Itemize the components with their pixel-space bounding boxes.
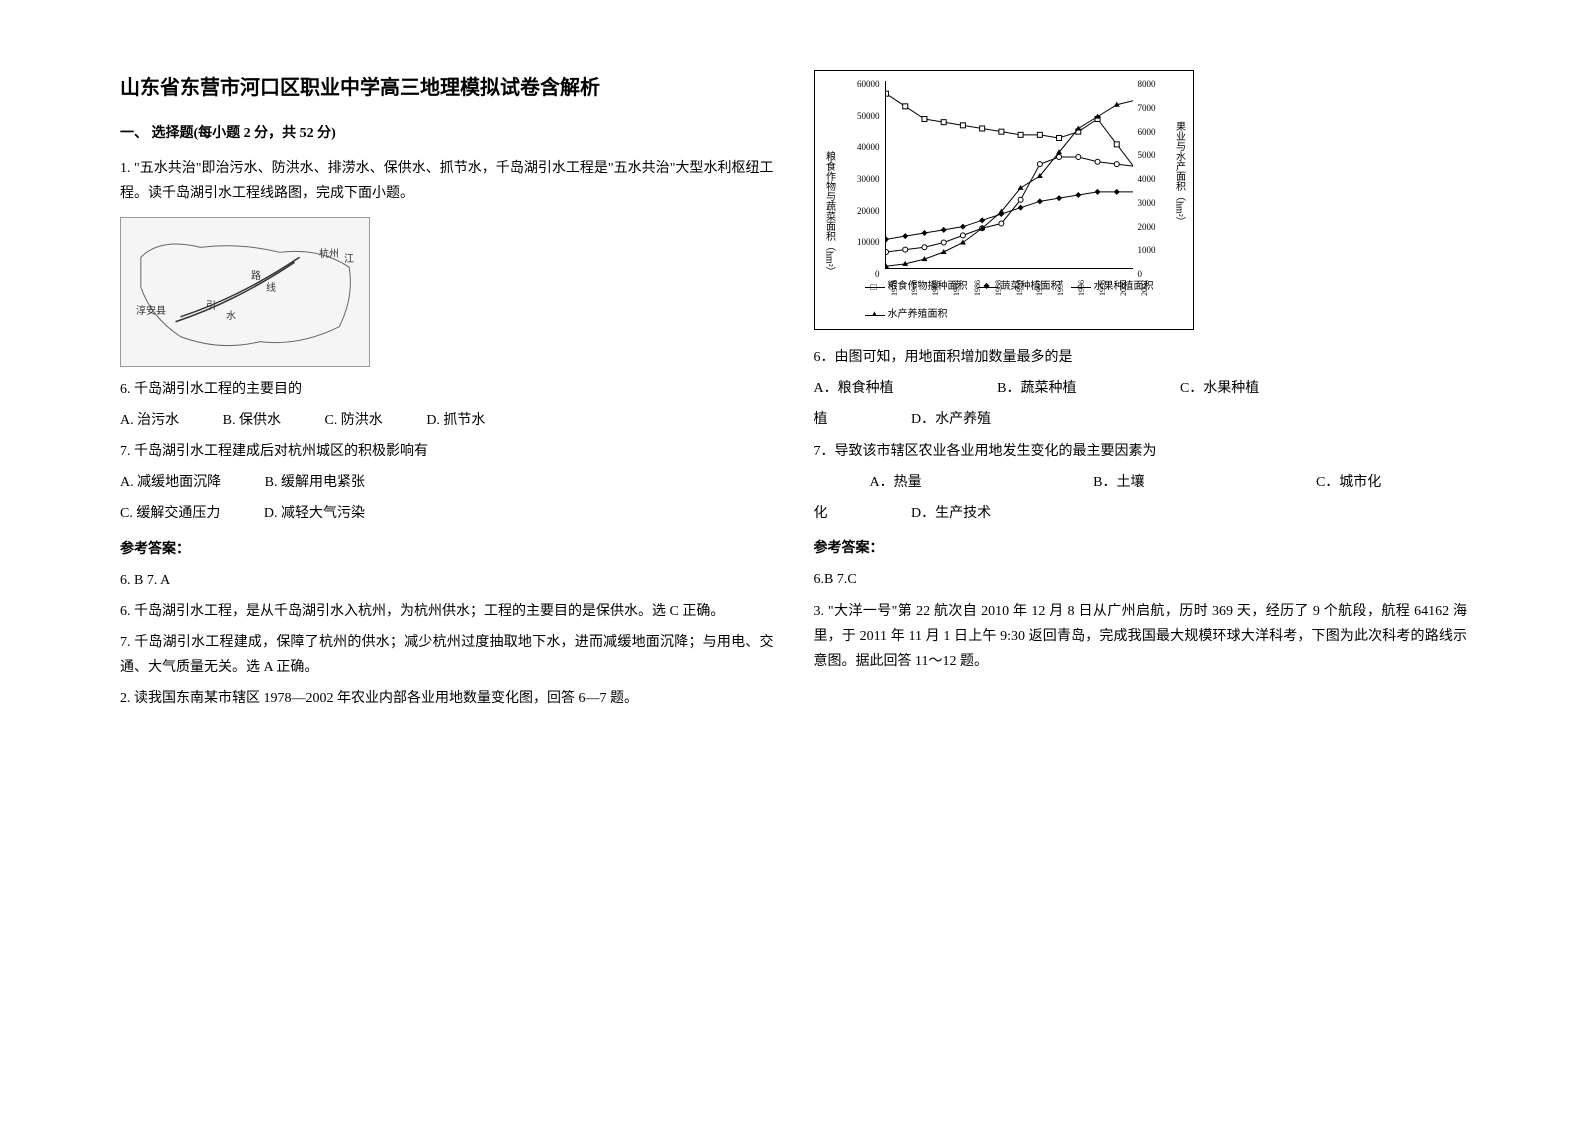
question-7: 7. 千岛湖引水工程建成后对杭州城区的积极影响有 bbox=[120, 439, 774, 464]
map-label-yin: 引 bbox=[206, 298, 216, 316]
map-label-chunan: 淳安县 bbox=[136, 303, 166, 321]
chart-figure: 粮食作物与蔬菜面积（hm²） 果业与水产面积（hm²） 010000200003… bbox=[814, 70, 1194, 330]
map-label-hangzhou: 杭州 bbox=[319, 246, 339, 264]
option-7d: D. 减轻大气污染 bbox=[264, 501, 365, 526]
answer-2: 6.B 7.C bbox=[814, 567, 1468, 592]
question-7b-options: A．热量 B．土壤 C．城市化 bbox=[814, 470, 1468, 495]
answer-header-2: 参考答案： bbox=[814, 536, 1468, 561]
section-header: 一、 选择题(每小题 2 分，共 52 分) bbox=[120, 121, 774, 146]
legend-grain-label: 粮食作物播种面积 bbox=[888, 278, 968, 296]
square-marker-icon bbox=[865, 287, 885, 288]
question-6b: 6．由图可知，用地面积增加数量最多的是 bbox=[814, 345, 1468, 370]
question-3-intro: 3. "大洋一号"第 22 航次自 2010 年 12 月 8 日从广州启航，历… bbox=[814, 599, 1468, 675]
triangle-marker-icon bbox=[865, 315, 885, 316]
legend-grain: 粮食作物播种面积 bbox=[865, 278, 968, 296]
option-7bc: C．城市化 bbox=[1288, 470, 1381, 495]
right-column: 粮食作物与蔬菜面积（hm²） 果业与水产面积（hm²） 010000200003… bbox=[794, 70, 1488, 1052]
question-6b-options-row2: 植 D．水产养殖 bbox=[814, 407, 1468, 432]
question-6-options: A. 治污水 B. 保供水 C. 防洪水 D. 抓节水 bbox=[120, 408, 774, 433]
option-6ba: A．粮食种植 bbox=[814, 376, 894, 401]
map-label-jiang: 江 bbox=[344, 251, 354, 269]
question-7b: 7．导致该市辖区农业各业用地发生变化的最主要因素为 bbox=[814, 439, 1468, 464]
circle-marker-icon bbox=[1071, 287, 1091, 288]
option-7c: C. 缓解交通压力 bbox=[120, 501, 220, 526]
option-7bb: B．土壤 bbox=[1065, 470, 1144, 495]
option-6bb: B．蔬菜种植 bbox=[997, 376, 1076, 401]
question-7b-options-row2: 化 D．生产技术 bbox=[814, 501, 1468, 526]
diamond-marker-icon bbox=[978, 287, 998, 288]
map-label-xian: 线 bbox=[266, 280, 276, 298]
option-6d: D. 抓节水 bbox=[426, 408, 485, 433]
option-6b: B. 保供水 bbox=[223, 408, 281, 433]
left-column: 山东省东营市河口区职业中学高三地理模拟试卷含解析 一、 选择题(每小题 2 分，… bbox=[100, 70, 794, 1052]
y-axis-right-label: 果业与水产面积（hm²） bbox=[1170, 121, 1188, 227]
document-title: 山东省东营市河口区职业中学高三地理模拟试卷含解析 bbox=[120, 70, 774, 106]
legend-fruit: 水果种植面积 bbox=[1071, 278, 1154, 296]
option-7bc-cont: 化 bbox=[814, 506, 828, 521]
option-7ba: A．热量 bbox=[842, 470, 922, 495]
y-axis-left-label: 粮食作物与蔬菜面积（hm²） bbox=[820, 151, 838, 277]
chart-svg bbox=[886, 81, 1133, 268]
chart-legend: 粮食作物播种面积 蔬菜种植面积 水果种植面积 水产养殖面积 bbox=[865, 278, 1173, 324]
question-7-options-row2: C. 缓解交通压力 D. 减轻大气污染 bbox=[120, 501, 774, 526]
answer-header-1: 参考答案： bbox=[120, 537, 774, 562]
option-7bd: D．生产技术 bbox=[911, 501, 991, 526]
option-6bc-cont: 植 bbox=[814, 412, 828, 427]
option-7a: A. 减缓地面沉降 bbox=[120, 470, 221, 495]
option-6bd: D．水产养殖 bbox=[911, 407, 991, 432]
map-figure: 杭州 江 淳安县 路 线 引 水 bbox=[120, 217, 370, 367]
explain-6: 6. 千岛湖引水工程，是从千岛湖引水入杭州，为杭州供水；工程的主要目的是保供水。… bbox=[120, 599, 774, 624]
option-6bc: C．水果种植 bbox=[1180, 376, 1259, 401]
question-2-intro: 2. 读我国东南某市辖区 1978—2002 年农业内部各业用地数量变化图，回答… bbox=[120, 686, 774, 711]
answer-1: 6. B 7. A bbox=[120, 568, 774, 593]
question-1-intro: 1. "五水共治"即治污水、防洪水、排涝水、保供水、抓节水，千岛湖引水工程是"五… bbox=[120, 156, 774, 206]
option-7b: B. 缓解用电紧张 bbox=[265, 470, 365, 495]
legend-fruit-label: 水果种植面积 bbox=[1094, 278, 1154, 296]
question-6b-options: A．粮食种植 B．蔬菜种植 C．水果种植 bbox=[814, 376, 1468, 401]
chart-plot-area bbox=[885, 81, 1133, 269]
question-6: 6. 千岛湖引水工程的主要目的 bbox=[120, 377, 774, 402]
map-label-shui: 水 bbox=[226, 308, 236, 326]
explain-7: 7. 千岛湖引水工程建成，保障了杭州的供水；减少杭州过度抽取地下水，进而减缓地面… bbox=[120, 630, 774, 680]
option-6c: C. 防洪水 bbox=[324, 408, 382, 433]
map-label-lu: 路 bbox=[251, 268, 261, 286]
option-6a: A. 治污水 bbox=[120, 408, 179, 433]
legend-veg: 蔬菜种植面积 bbox=[978, 278, 1061, 296]
legend-aqua: 水产养殖面积 bbox=[865, 306, 948, 324]
question-7-options: A. 减缓地面沉降 B. 缓解用电紧张 bbox=[120, 470, 774, 495]
legend-aqua-label: 水产养殖面积 bbox=[888, 306, 948, 324]
legend-veg-label: 蔬菜种植面积 bbox=[1001, 278, 1061, 296]
